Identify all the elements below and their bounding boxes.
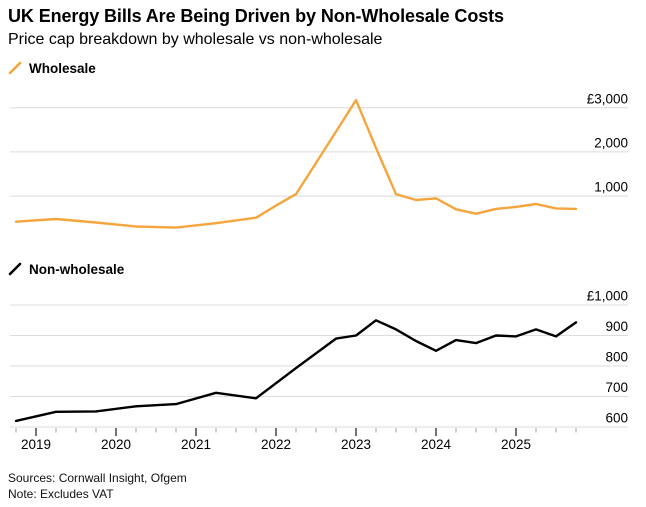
y-tick-label: £1,000 — [587, 289, 628, 304]
x-year-label: 2025 — [501, 437, 531, 452]
legend-non-wholesale-label: Non-wholesale — [29, 261, 125, 277]
x-axis-ticks — [15, 428, 577, 436]
x-year-label: 2021 — [181, 437, 211, 452]
x-year-label: 2023 — [341, 437, 371, 452]
gridlines — [10, 304, 628, 428]
y-tick-label: 1,000 — [594, 180, 628, 195]
x-year-label: 2019 — [21, 437, 51, 452]
x-year-label: 2020 — [101, 437, 131, 452]
y-tick-label: 700 — [605, 380, 628, 395]
x-year-label: 2022 — [261, 437, 291, 452]
y-axis-labels: £1,000 900 800 700 600 — [587, 289, 628, 426]
gridlines — [10, 107, 628, 197]
legend-wholesale-label: Wholesale — [29, 60, 96, 76]
y-tick-label: 600 — [605, 411, 628, 426]
wholesale-line-icon — [8, 61, 22, 75]
x-year-label: 2024 — [421, 437, 452, 452]
non-wholesale-line-icon — [8, 262, 22, 276]
note-text: Note: Excludes VAT — [8, 486, 114, 501]
legend-wholesale: Wholesale — [8, 59, 96, 77]
page-subtitle: Price cap breakdown by wholesale vs non-… — [8, 31, 383, 48]
wholesale-series-line — [14, 98, 578, 229]
y-tick-label: 900 — [605, 319, 628, 334]
y-tick-label: 800 — [605, 350, 628, 365]
non-wholesale-series-line — [14, 319, 578, 423]
x-axis-year-labels: 2019 2020 2021 2022 2023 2024 2025 — [21, 437, 531, 452]
y-tick-label: 2,000 — [594, 135, 628, 150]
chart-footer: Sources: Cornwall Insight, Ofgem Note: E… — [8, 471, 187, 502]
page-title: UK Energy Bills Are Being Driven by Non-… — [8, 6, 504, 26]
y-tick-label: £3,000 — [587, 91, 628, 106]
sources-text: Sources: Cornwall Insight, Ofgem — [8, 471, 187, 485]
wholesale-chart: £3,000 2,000 1,000 — [10, 91, 628, 229]
y-axis-labels: £3,000 2,000 1,000 — [587, 91, 628, 194]
legend-non-wholesale: Non-wholesale — [8, 260, 124, 278]
